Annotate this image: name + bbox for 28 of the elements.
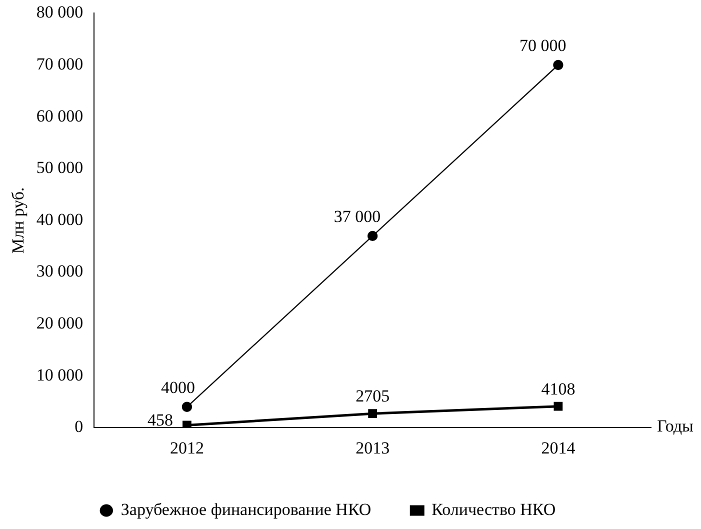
y-tick-label: 30 000: [36, 262, 84, 281]
data-label: 2705: [356, 386, 390, 406]
point: [554, 402, 563, 411]
data-label: 458: [147, 410, 173, 430]
y-tick-label: 60 000: [36, 106, 84, 126]
legend-label: Зарубежное финансирование НКО: [120, 500, 372, 519]
x-tick-label: 2014: [541, 438, 576, 458]
point: [182, 420, 192, 428]
legend-label: Количество НКО: [432, 500, 556, 519]
x-tick-label: 2013: [356, 438, 390, 458]
x-tick-label: 2012: [170, 438, 204, 458]
y-tick-label: 20 000: [36, 313, 84, 332]
y-tick-label: 40 000: [36, 210, 84, 229]
y-tick-label: 70 000: [36, 54, 84, 74]
data-label: 4000: [160, 378, 195, 397]
point: [182, 402, 192, 412]
data-label: 4108: [541, 379, 576, 398]
point: [367, 230, 378, 242]
y-tick-label: 10 000: [36, 365, 84, 384]
data-label: 37 000: [334, 206, 381, 226]
y-tick-label: 80 000: [36, 2, 84, 22]
y-axis-title: Млн руб.: [8, 187, 28, 254]
data-label: 70 000: [519, 36, 566, 55]
y-tick-label: 0: [74, 417, 84, 436]
x-axis-title: Годы: [657, 416, 694, 436]
y-tick-label: 50 000: [36, 158, 84, 178]
point: [368, 409, 378, 418]
point: [553, 60, 564, 70]
